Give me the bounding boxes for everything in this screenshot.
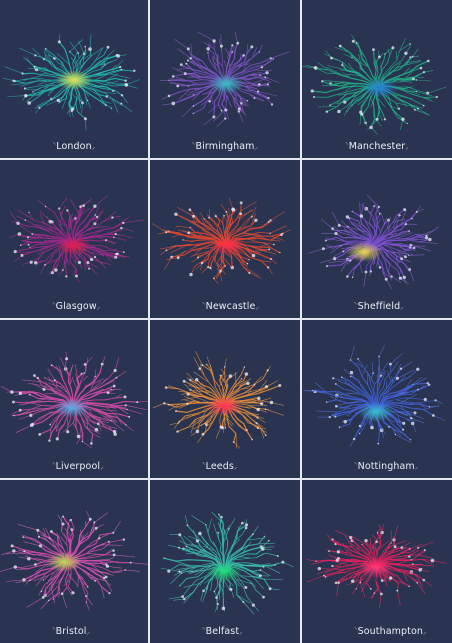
network-art	[152, 350, 285, 449]
network-art	[2, 34, 140, 131]
network-art	[302, 34, 446, 135]
city-label: Newcastle	[202, 301, 259, 312]
city-label: Southampton	[354, 626, 427, 637]
city-label: Nottingham	[354, 461, 418, 472]
city-label: London	[53, 141, 96, 152]
network-art	[308, 194, 439, 290]
city-label: Bristol	[52, 626, 90, 637]
network-art	[1, 351, 148, 449]
city-label: Sheffield	[354, 301, 404, 312]
tile-glasgow: Glasgow	[0, 160, 148, 318]
network-art	[152, 197, 291, 285]
tile-southampton: Southampton	[302, 480, 452, 643]
city-label: Liverpool	[52, 461, 104, 472]
network-art	[9, 194, 145, 283]
tile-liverpool: Liverpool	[0, 320, 148, 478]
tile-newcastle: Newcastle	[150, 160, 300, 318]
city-label: Manchester	[345, 141, 409, 152]
city-label: Birmingham	[192, 141, 258, 152]
tile-leeds: Leeds	[150, 320, 300, 478]
network-art	[306, 523, 447, 609]
network-art	[160, 511, 294, 615]
tile-bristol: Bristol	[0, 480, 148, 643]
city-label: Belfast	[202, 626, 243, 637]
network-art	[303, 344, 446, 447]
city-label: Leeds	[202, 461, 238, 472]
tile-nottingham: Nottingham	[302, 320, 452, 478]
tile-manchester: Manchester	[302, 0, 452, 158]
network-art	[0, 510, 148, 611]
tile-belfast: Belfast	[150, 480, 300, 643]
tile-sheffield: Sheffield	[302, 160, 452, 318]
tile-birmingham: Birmingham	[150, 0, 300, 158]
city-label: Glasgow	[52, 301, 100, 312]
tile-london: London	[0, 0, 148, 158]
network-art	[159, 31, 290, 128]
